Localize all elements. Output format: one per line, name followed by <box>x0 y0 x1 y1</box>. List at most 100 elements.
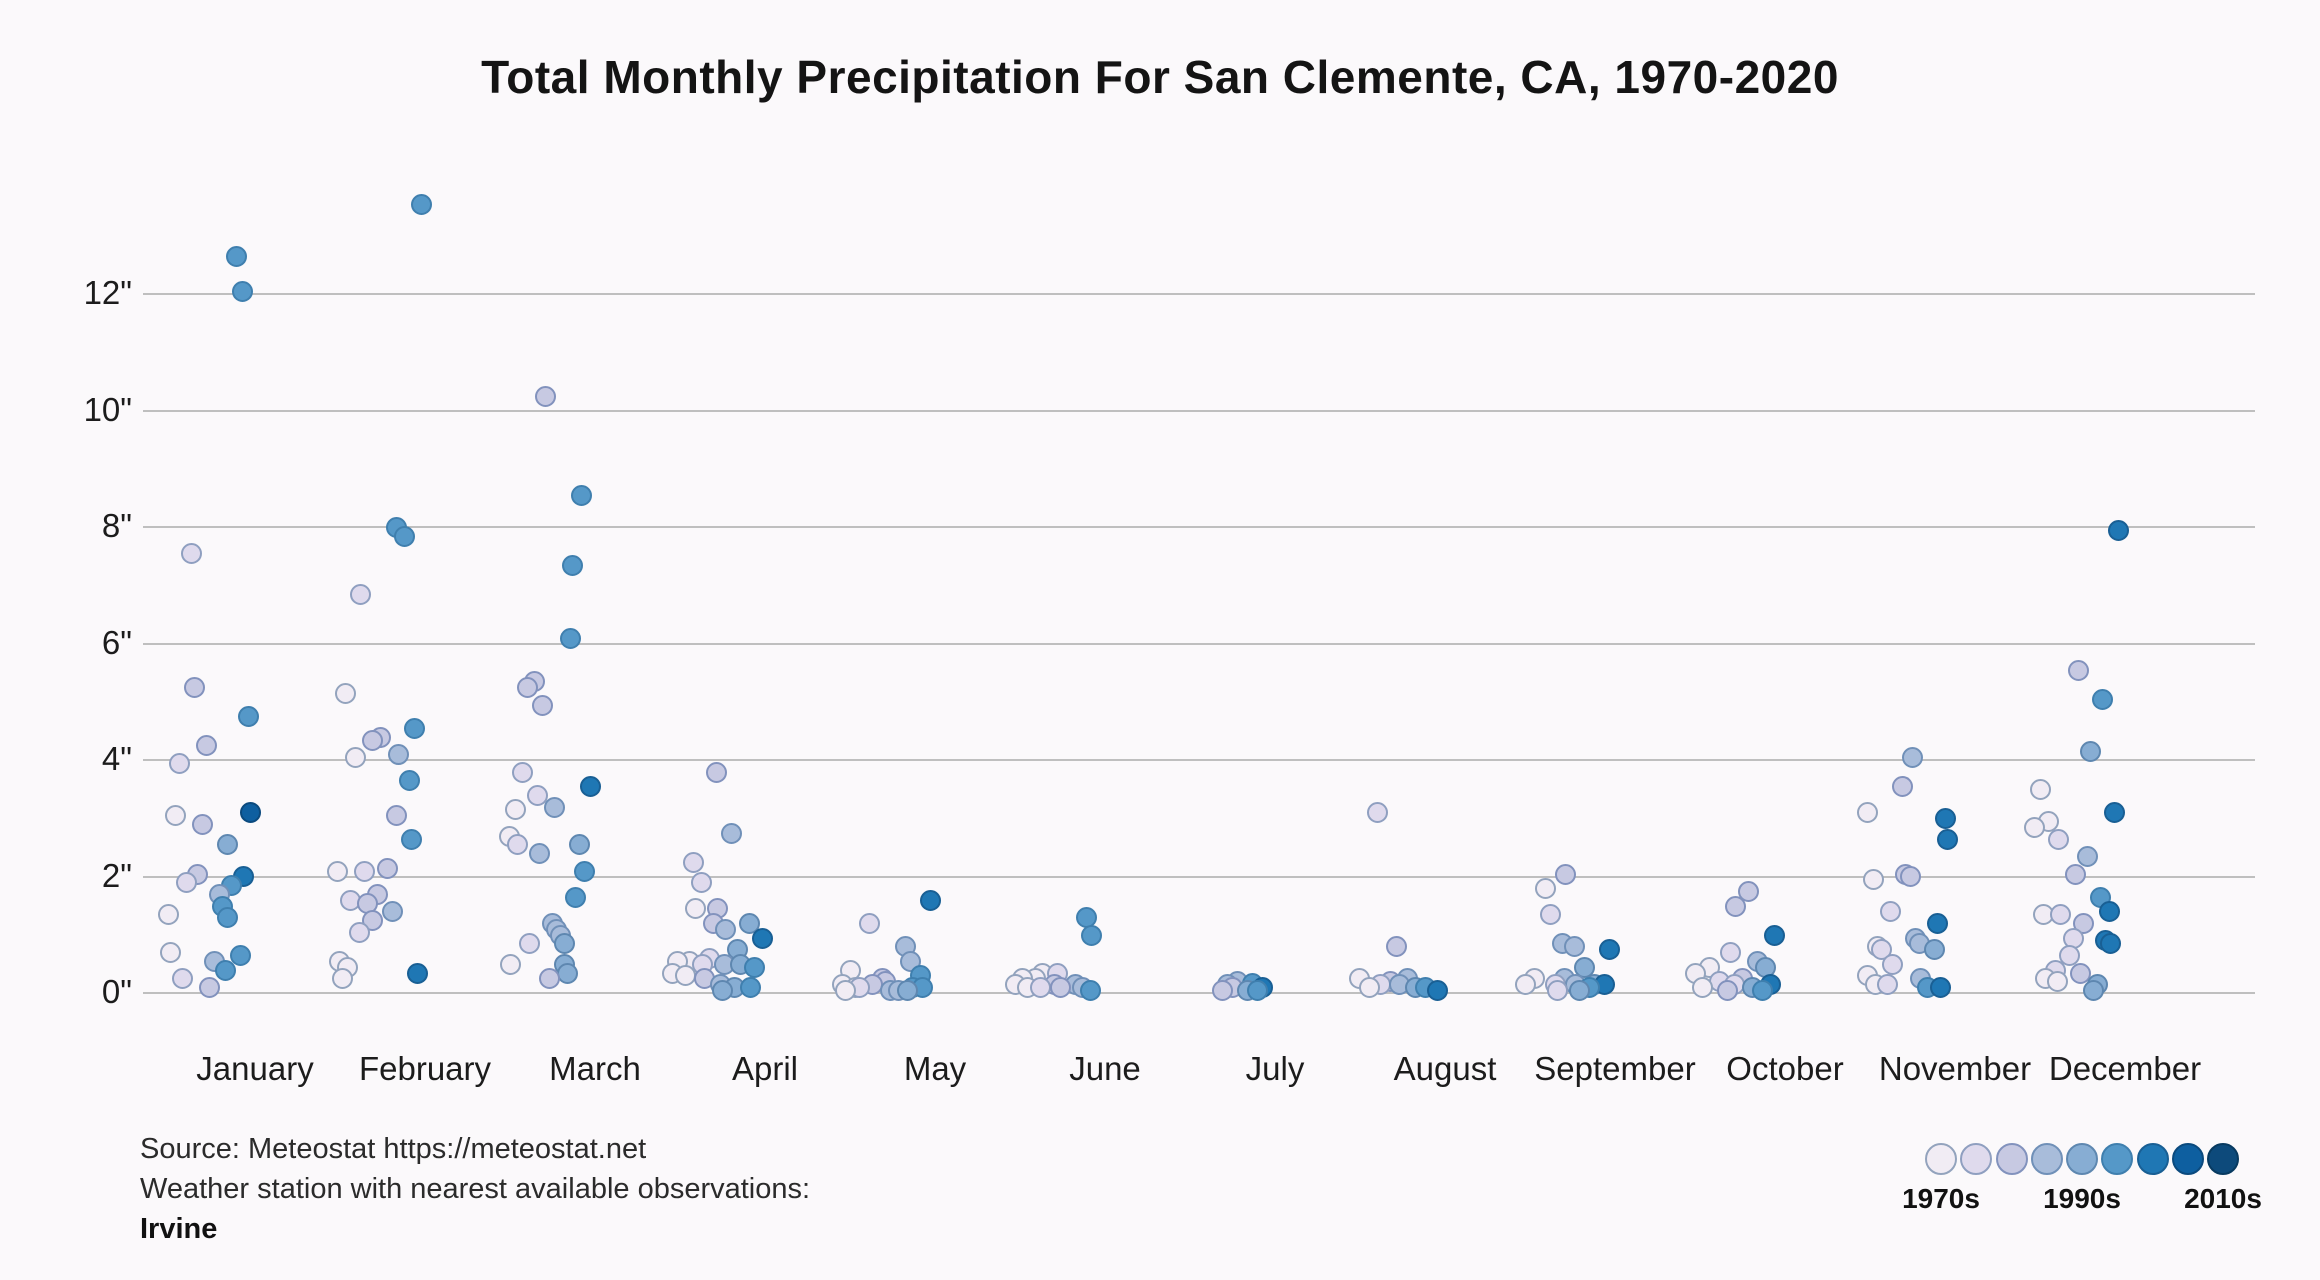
data-point <box>574 860 595 882</box>
legend-label-2010s: 2010s <box>2184 1183 2262 1214</box>
data-point <box>721 822 742 844</box>
data-point <box>238 706 259 728</box>
data-point <box>1935 808 1956 830</box>
data-point <box>1599 939 1620 961</box>
data-point <box>2104 802 2125 824</box>
data-point <box>230 945 251 967</box>
data-point <box>2070 962 2091 984</box>
data-point <box>165 805 186 827</box>
data-point <box>2030 779 2051 801</box>
data-point <box>1930 977 1951 999</box>
data-point <box>1515 974 1536 996</box>
legend-swatch-6 <box>2136 1143 2169 1175</box>
data-point <box>580 776 601 798</box>
data-point <box>1880 901 1901 923</box>
data-point <box>217 907 238 929</box>
data-point <box>529 843 550 865</box>
data-point <box>565 886 586 908</box>
data-point <box>544 796 565 818</box>
data-point <box>184 677 205 699</box>
data-point <box>404 717 425 739</box>
data-point <box>232 281 253 302</box>
data-point <box>1738 880 1759 902</box>
data-point <box>715 918 736 940</box>
data-point <box>752 927 773 949</box>
x-axis-month-label: October <box>1726 1050 1844 1087</box>
data-point <box>1900 866 1921 888</box>
data-point <box>1717 980 1738 1001</box>
data-point <box>158 904 179 926</box>
data-point <box>1764 924 1785 946</box>
source-attribution: Source: Meteostat https://meteostat.net <box>140 1133 647 1165</box>
data-point <box>1535 878 1556 900</box>
data-point <box>172 968 193 990</box>
data-point <box>1692 977 1713 999</box>
data-point <box>160 942 181 964</box>
data-point <box>897 980 918 1001</box>
data-point <box>2092 688 2113 710</box>
data-point <box>1427 980 1448 1001</box>
data-point <box>354 860 375 882</box>
data-point <box>2059 945 2080 967</box>
data-point <box>739 913 760 934</box>
gridline-2in <box>143 875 2255 878</box>
data-point <box>350 583 371 605</box>
data-point <box>2047 971 2068 993</box>
data-point <box>1564 936 1585 958</box>
gridline-0in <box>143 992 2255 994</box>
data-point <box>2100 933 2121 955</box>
data-point <box>1555 863 1576 885</box>
data-point <box>744 956 765 978</box>
data-point <box>217 834 238 856</box>
x-axis-month-label: September <box>1534 1050 1696 1087</box>
data-point <box>388 744 409 766</box>
data-point <box>1863 869 1884 891</box>
x-axis-month-label: April <box>731 1050 799 1087</box>
data-point <box>2108 519 2129 541</box>
y-axis-tick-label: 8" <box>101 507 132 544</box>
gridline-10in <box>143 409 2255 412</box>
data-point <box>2024 816 2045 838</box>
data-point <box>1569 980 1590 1001</box>
data-point <box>169 752 190 774</box>
data-point <box>706 761 727 783</box>
data-point <box>1547 980 1568 1001</box>
data-point <box>554 933 575 955</box>
data-point <box>859 913 880 934</box>
legend-swatch-7 <box>2171 1143 2204 1175</box>
data-point <box>181 543 202 565</box>
data-point <box>215 959 236 981</box>
data-point <box>569 834 590 856</box>
x-axis-month-label: August <box>1393 1050 1497 1087</box>
legend-swatch-4 <box>2066 1143 2098 1175</box>
data-point <box>345 747 366 768</box>
data-point <box>1050 977 1071 999</box>
data-point <box>1937 828 1958 850</box>
x-axis-month-label: May <box>903 1050 967 1087</box>
y-axis-tick-label: 2" <box>101 856 132 894</box>
data-point <box>1367 802 1388 824</box>
gridline-6in <box>143 642 2255 645</box>
data-point <box>399 770 420 792</box>
legend-label-1970s: 1970s <box>1902 1183 1980 1214</box>
data-point <box>349 921 370 943</box>
data-point <box>1247 980 1268 1001</box>
data-point <box>1081 924 1102 946</box>
gridline-8in <box>143 526 2255 528</box>
data-point <box>327 860 348 882</box>
data-point <box>1725 895 1746 917</box>
data-point <box>560 627 581 649</box>
data-point <box>740 977 761 999</box>
data-point <box>394 525 415 547</box>
legend-swatch-2 <box>1995 1143 2028 1175</box>
data-point <box>557 962 578 984</box>
data-point <box>386 805 407 827</box>
source-note: Weather station with nearest available o… <box>140 1173 811 1205</box>
data-point <box>1927 913 1948 934</box>
legend-label-1990s: 1990s <box>2043 1183 2121 1214</box>
data-point <box>1902 747 1923 768</box>
data-point <box>2077 846 2098 868</box>
data-point <box>407 962 428 984</box>
data-point <box>562 554 583 576</box>
data-point <box>1080 980 1101 1001</box>
